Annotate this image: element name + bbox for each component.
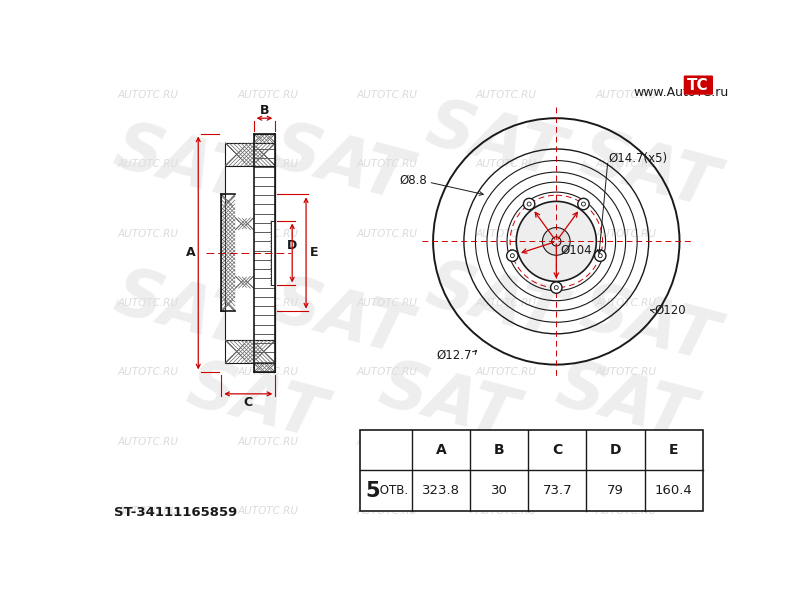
Text: ST-34111165859: ST-34111165859 — [114, 506, 237, 519]
Polygon shape — [235, 276, 254, 289]
Text: AUTOTC.RU: AUTOTC.RU — [476, 367, 537, 377]
Text: D: D — [287, 239, 298, 252]
Text: SAT: SAT — [373, 353, 524, 453]
Text: AUTOTC.RU: AUTOTC.RU — [595, 160, 656, 169]
Text: AUTOTC.RU: AUTOTC.RU — [237, 160, 298, 169]
Circle shape — [506, 250, 518, 262]
Polygon shape — [222, 194, 235, 311]
Text: 5: 5 — [366, 481, 380, 500]
Circle shape — [578, 199, 589, 210]
Polygon shape — [270, 221, 275, 285]
Text: AUTOTC.RU: AUTOTC.RU — [476, 437, 537, 446]
Polygon shape — [254, 143, 275, 363]
Text: TC: TC — [687, 77, 709, 92]
Text: E: E — [669, 443, 678, 457]
Polygon shape — [226, 166, 275, 340]
Text: AUTOTC.RU: AUTOTC.RU — [595, 298, 656, 308]
Circle shape — [516, 202, 596, 281]
Text: Ø120: Ø120 — [655, 304, 686, 317]
Text: AUTOTC.RU: AUTOTC.RU — [237, 298, 298, 308]
Text: AUTOTC.RU: AUTOTC.RU — [118, 437, 178, 446]
Text: AUTOTC.RU: AUTOTC.RU — [237, 437, 298, 446]
Polygon shape — [235, 218, 254, 230]
Text: SAT: SAT — [107, 115, 258, 214]
Text: AUTOTC.RU: AUTOTC.RU — [595, 506, 656, 516]
Text: 79: 79 — [607, 484, 624, 497]
Text: SAT: SAT — [181, 353, 331, 453]
Text: AUTOTC.RU: AUTOTC.RU — [357, 298, 418, 308]
Text: AUTOTC.RU: AUTOTC.RU — [118, 298, 178, 308]
Text: AUTOTC.RU: AUTOTC.RU — [357, 90, 418, 100]
Text: 73.7: 73.7 — [542, 484, 572, 497]
Text: SAT: SAT — [550, 353, 701, 453]
Text: SAT: SAT — [265, 115, 416, 214]
Text: SAT: SAT — [265, 269, 416, 368]
Text: B: B — [260, 104, 270, 117]
Circle shape — [542, 227, 570, 255]
Text: AUTOTC.RU: AUTOTC.RU — [476, 229, 537, 239]
Text: AUTOTC.RU: AUTOTC.RU — [357, 229, 418, 239]
Text: SAT: SAT — [107, 261, 258, 361]
Text: AUTOTC.RU: AUTOTC.RU — [357, 506, 418, 516]
Polygon shape — [226, 143, 275, 166]
Text: Ø14.7(x5): Ø14.7(x5) — [609, 152, 668, 165]
Text: SAT: SAT — [419, 91, 570, 191]
Text: AUTOTC.RU: AUTOTC.RU — [118, 367, 178, 377]
Text: AUTOTC.RU: AUTOTC.RU — [476, 90, 537, 100]
Text: D: D — [610, 443, 622, 457]
Text: Ø8.8: Ø8.8 — [399, 173, 427, 186]
Text: AUTOTC.RU: AUTOTC.RU — [476, 298, 537, 308]
Polygon shape — [360, 430, 702, 511]
Circle shape — [550, 282, 562, 293]
Text: AUTOTC.RU: AUTOTC.RU — [237, 367, 298, 377]
Polygon shape — [226, 340, 275, 363]
Polygon shape — [235, 218, 254, 230]
Polygon shape — [254, 134, 275, 143]
Text: AUTOTC.RU: AUTOTC.RU — [118, 90, 178, 100]
Text: ОТВ.: ОТВ. — [376, 484, 408, 497]
FancyBboxPatch shape — [684, 76, 713, 95]
Text: A: A — [186, 247, 195, 259]
Text: AUTOTC.RU: AUTOTC.RU — [237, 229, 298, 239]
Text: AUTOTC.RU: AUTOTC.RU — [476, 506, 537, 516]
Text: AUTOTC.RU: AUTOTC.RU — [118, 160, 178, 169]
Text: E: E — [310, 247, 318, 259]
Text: AUTOTC.RU: AUTOTC.RU — [357, 367, 418, 377]
Text: 160.4: 160.4 — [654, 484, 693, 497]
Text: A: A — [436, 443, 446, 457]
Text: SAT: SAT — [573, 122, 724, 222]
Text: Ø104: Ø104 — [560, 244, 592, 257]
Polygon shape — [235, 276, 254, 289]
Text: AUTOTC.RU: AUTOTC.RU — [357, 437, 418, 446]
Text: AUTOTC.RU: AUTOTC.RU — [595, 437, 656, 446]
Text: AUTOTC.RU: AUTOTC.RU — [118, 506, 178, 516]
Text: C: C — [244, 396, 253, 409]
Text: SAT: SAT — [419, 253, 570, 353]
Text: AUTOTC.RU: AUTOTC.RU — [237, 506, 298, 516]
Polygon shape — [270, 221, 275, 285]
Text: SAT: SAT — [573, 276, 724, 376]
Text: 323.8: 323.8 — [422, 484, 460, 497]
Text: Ø12.7: Ø12.7 — [436, 349, 472, 362]
Text: AUTOTC.RU: AUTOTC.RU — [237, 90, 298, 100]
Circle shape — [523, 199, 535, 210]
Text: C: C — [552, 443, 562, 457]
Circle shape — [594, 250, 606, 262]
Text: AUTOTC.RU: AUTOTC.RU — [595, 90, 656, 100]
Text: B: B — [494, 443, 505, 457]
Text: AUTOTC.RU: AUTOTC.RU — [357, 160, 418, 169]
Text: AUTOTC.RU: AUTOTC.RU — [118, 229, 178, 239]
Text: AUTOTC.RU: AUTOTC.RU — [595, 367, 656, 377]
Text: 30: 30 — [491, 484, 508, 497]
Text: www.AutoTC.ru: www.AutoTC.ru — [634, 86, 729, 99]
Text: AUTOTC.RU: AUTOTC.RU — [595, 229, 656, 239]
Polygon shape — [254, 363, 275, 372]
Text: AUTOTC.RU: AUTOTC.RU — [476, 160, 537, 169]
